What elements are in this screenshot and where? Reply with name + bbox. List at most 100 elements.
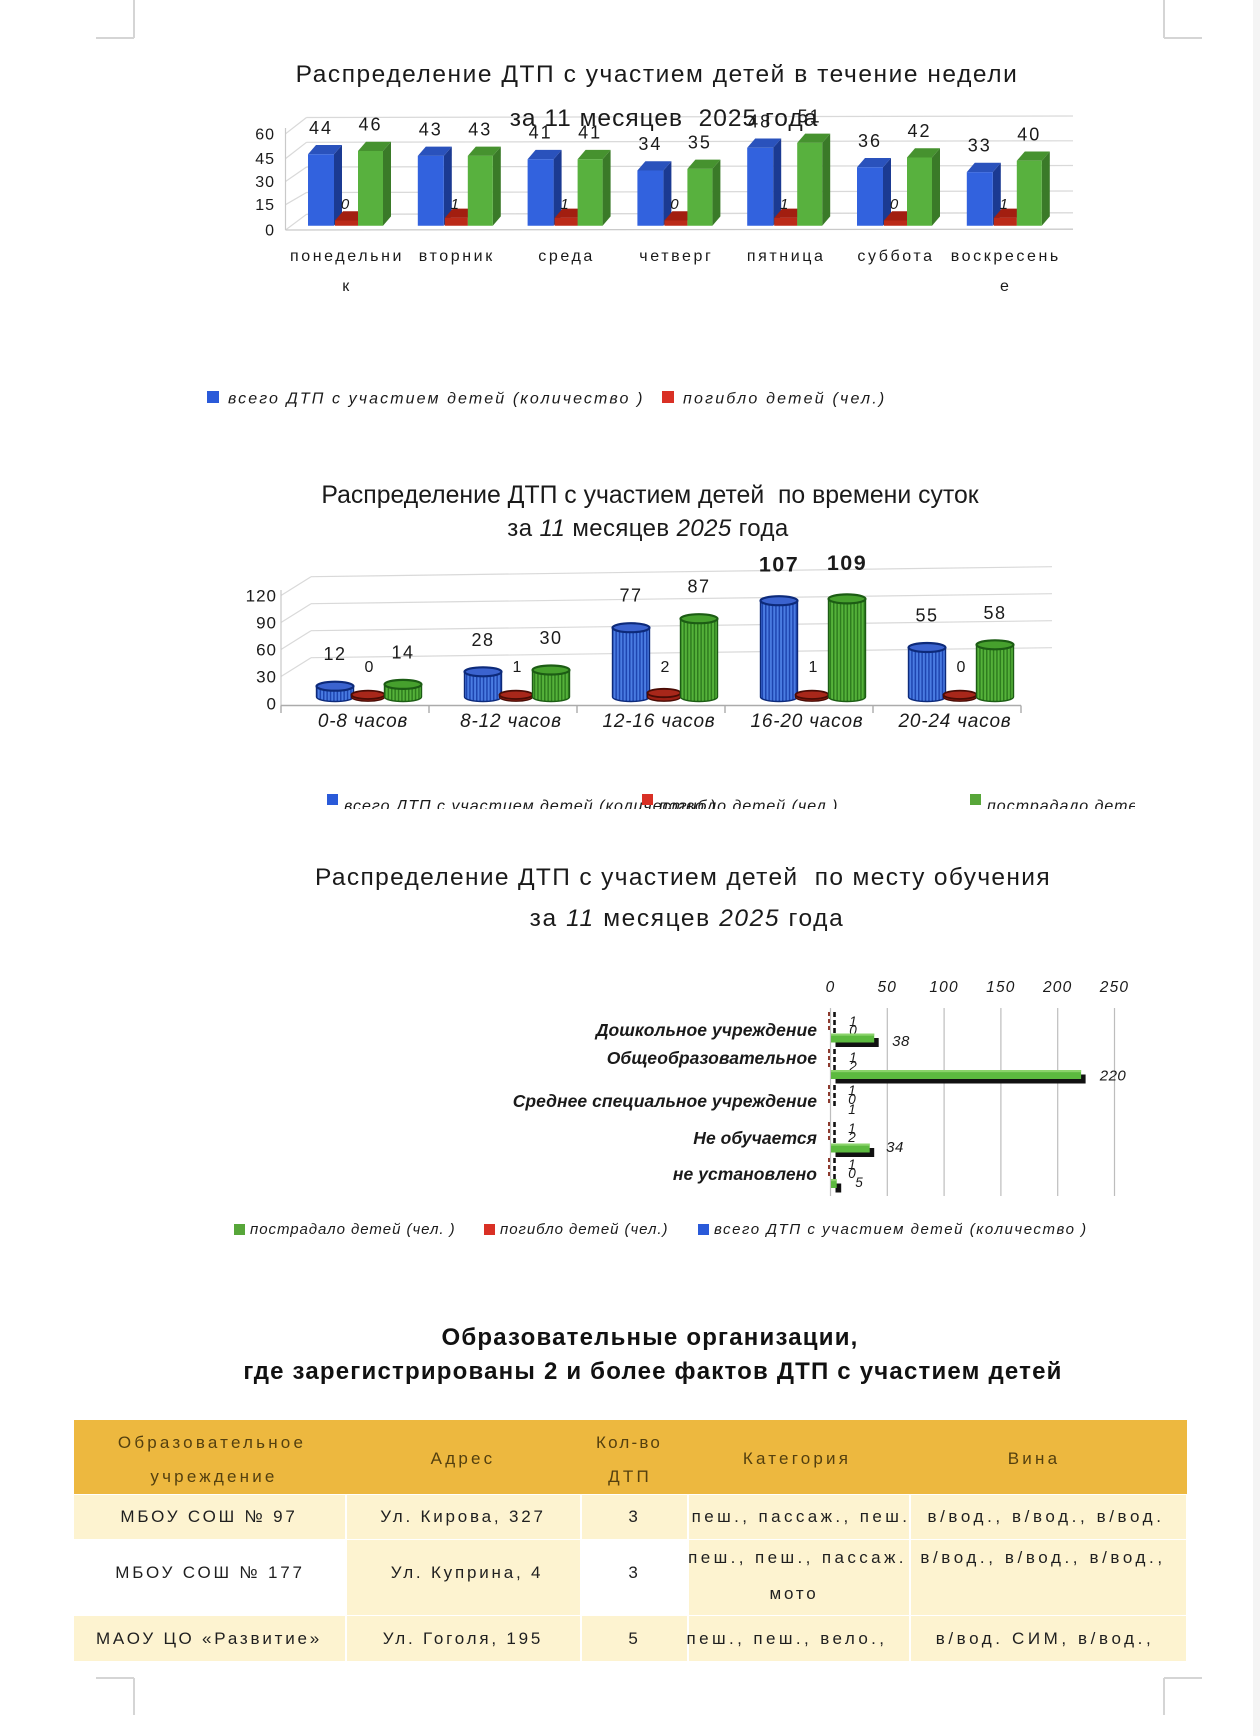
svg-text:41: 41: [578, 123, 602, 143]
svg-text:пострадало детей (чел. ): пострадало детей (чел. ): [250, 1221, 456, 1238]
svg-text:0-8 часов: 0-8 часов: [318, 711, 408, 732]
svg-text:Распределение ДТП с участием д: Распределение ДТП с участием детей по ме…: [315, 864, 1051, 891]
svg-text:1: 1: [1000, 196, 1008, 213]
svg-text:0: 0: [826, 979, 836, 996]
svg-text:33: 33: [968, 136, 992, 156]
svg-text:45: 45: [255, 151, 275, 168]
svg-text:35: 35: [688, 132, 712, 152]
svg-text:1: 1: [780, 196, 788, 213]
svg-text:87: 87: [687, 577, 710, 597]
svg-text:28: 28: [471, 630, 494, 650]
svg-text:109: 109: [827, 551, 867, 575]
svg-text:0: 0: [365, 659, 374, 676]
svg-text:0: 0: [341, 196, 350, 213]
svg-text:150: 150: [986, 979, 1015, 996]
svg-text:50: 50: [877, 979, 897, 996]
svg-text:Распределение ДТП с участием д: Распределение ДТП с участием детей в теч…: [296, 61, 1019, 88]
svg-text:0: 0: [957, 659, 966, 676]
svg-text:2: 2: [848, 1059, 857, 1074]
svg-text:всего ДТП с участием детей (ко: всего ДТП с участием детей (количество ): [344, 798, 717, 815]
svg-text:суббота: суббота: [857, 248, 934, 265]
svg-text:1: 1: [848, 1083, 856, 1098]
svg-text:30: 30: [255, 174, 275, 191]
svg-text:1: 1: [848, 1121, 856, 1136]
svg-text:220: 220: [1099, 1068, 1127, 1085]
svg-text:42: 42: [907, 121, 931, 141]
svg-text:8-12 часов: 8-12 часов: [460, 711, 562, 732]
svg-text:58: 58: [983, 603, 1006, 623]
svg-text:погибло детей (чел.): погибло детей (чел.): [683, 391, 886, 408]
svg-text:250: 250: [1099, 979, 1129, 996]
svg-text:0: 0: [265, 223, 275, 240]
svg-text:погибло детей (чел.): погибло детей (чел.): [500, 1221, 668, 1238]
svg-text:пятница: пятница: [747, 248, 826, 265]
svg-text:погибло детей (чел.): погибло детей (чел.): [659, 798, 838, 815]
svg-text:вторник: вторник: [419, 248, 495, 265]
svg-text:за 11 месяцев 2025 года: за 11 месяцев 2025 года: [507, 515, 789, 542]
svg-text:четверг: четверг: [639, 248, 713, 265]
svg-text:1: 1: [451, 196, 459, 213]
svg-text:43: 43: [419, 119, 443, 139]
svg-text:1: 1: [849, 1014, 857, 1029]
svg-text:1: 1: [848, 1102, 856, 1117]
svg-text:51: 51: [798, 106, 822, 126]
svg-text:1: 1: [809, 659, 818, 676]
svg-text:20-24 часов: 20-24 часов: [897, 711, 1011, 732]
svg-text:понедельни: понедельни: [290, 248, 404, 265]
svg-text:46: 46: [358, 115, 382, 135]
svg-text:Дошкольное учреждение: Дошкольное учреждение: [594, 1020, 817, 1040]
svg-text:40: 40: [1017, 124, 1041, 144]
svg-text:Распределение ДТП с участием д: Распределение ДТП с участием детей по вр…: [321, 482, 978, 509]
svg-text:0: 0: [848, 1166, 856, 1181]
svg-text:30: 30: [256, 668, 277, 687]
svg-text:всего ДТП с участием детей (ко: всего ДТП с участием детей (количество ): [228, 391, 645, 408]
svg-text:Среднее специальное учреждение: Среднее специальное учреждение: [513, 1091, 817, 1111]
svg-text:2: 2: [661, 659, 670, 676]
svg-text:всего ДТП с участием детей (ко: всего ДТП с участием детей (количество ): [714, 1221, 1088, 1238]
svg-text:14: 14: [391, 642, 414, 662]
svg-text:12: 12: [323, 644, 346, 664]
svg-text:48: 48: [748, 111, 772, 131]
svg-text:38: 38: [892, 1033, 910, 1050]
svg-text:5: 5: [855, 1175, 863, 1190]
svg-text:100: 100: [929, 979, 958, 996]
svg-text:36: 36: [858, 131, 882, 151]
svg-text:1: 1: [513, 659, 522, 676]
svg-text:60: 60: [255, 126, 275, 143]
svg-text:16-20 часов: 16-20 часов: [750, 711, 863, 732]
svg-text:60: 60: [256, 641, 277, 660]
svg-text:0: 0: [849, 1023, 857, 1038]
svg-text:34: 34: [886, 1139, 904, 1156]
svg-text:120: 120: [246, 587, 277, 606]
svg-text:Общеобразовательное: Общеобразовательное: [607, 1048, 817, 1068]
svg-text:30: 30: [539, 628, 562, 648]
svg-text:15: 15: [255, 197, 275, 214]
svg-text:200: 200: [1042, 979, 1072, 996]
svg-text:34: 34: [638, 134, 662, 154]
svg-text:к: к: [342, 278, 352, 295]
svg-text:0: 0: [670, 196, 679, 213]
svg-text:0: 0: [848, 1092, 856, 1107]
svg-text:среда: среда: [538, 248, 595, 265]
svg-text:41: 41: [529, 123, 553, 143]
svg-text:55: 55: [915, 606, 938, 626]
svg-text:12-16 часов: 12-16 часов: [602, 711, 715, 732]
svg-text:77: 77: [619, 586, 642, 606]
svg-text:1: 1: [849, 1050, 857, 1065]
svg-text:2: 2: [847, 1130, 856, 1145]
svg-text:не установлено: не установлено: [673, 1164, 817, 1184]
svg-text:44: 44: [309, 118, 333, 138]
svg-text:43: 43: [468, 119, 492, 139]
svg-text:воскресень: воскресень: [951, 248, 1061, 265]
svg-text:0: 0: [267, 695, 277, 714]
svg-text:е: е: [1000, 278, 1012, 295]
svg-text:за 11 месяцев 2025 года: за 11 месяцев 2025 года: [530, 905, 845, 932]
svg-text:0: 0: [890, 196, 899, 213]
svg-text:107: 107: [759, 553, 799, 577]
svg-text:1: 1: [560, 196, 568, 213]
svg-text:Не обучается: Не обучается: [693, 1128, 817, 1148]
svg-text:90: 90: [256, 614, 277, 633]
svg-text:пострадало детей (чел.): пострадало детей (чел.): [987, 798, 1200, 815]
svg-text:1: 1: [848, 1157, 856, 1172]
svg-text:за 11 месяцев 2025 года: за 11 месяцев 2025 года: [510, 105, 819, 132]
